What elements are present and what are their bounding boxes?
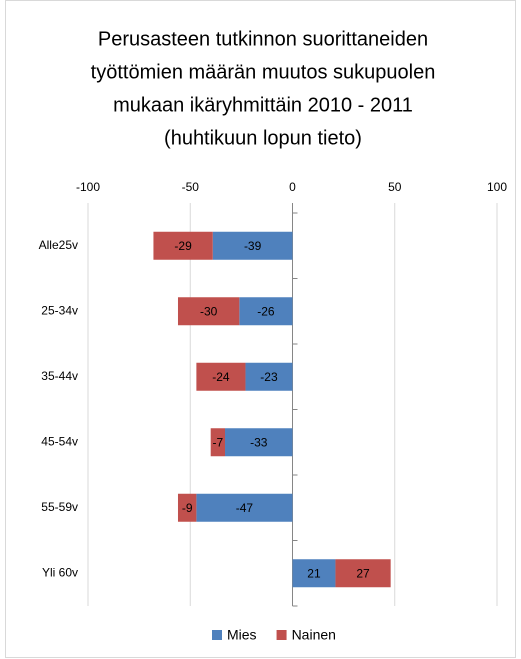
data-label: 21 xyxy=(307,566,321,580)
bar xyxy=(210,428,226,457)
chart-frame xyxy=(5,0,516,658)
legend-swatch xyxy=(276,630,287,640)
data-label: -29 xyxy=(174,239,192,253)
chart-title: Perusasteen tutkinnon suorittaneiden xyxy=(98,28,428,50)
bar xyxy=(292,559,336,588)
bar xyxy=(239,297,293,326)
x-tick-label: -50 xyxy=(182,180,200,194)
x-tick-label: 0 xyxy=(289,180,296,194)
data-label: -39 xyxy=(244,239,262,253)
bar xyxy=(335,559,391,588)
y-tick-label: Alle25v xyxy=(39,238,78,252)
legend-label: Nainen xyxy=(292,627,336,643)
data-label: -9 xyxy=(182,501,193,515)
x-tick-label: 50 xyxy=(388,180,402,194)
legend-label: Mies xyxy=(227,627,257,643)
chart-title: mukaan ikäryhmittäin 2010 - 2011 xyxy=(113,94,413,116)
data-label: -33 xyxy=(250,435,268,449)
bar xyxy=(196,362,246,391)
y-tick-label: 55-59v xyxy=(41,500,78,514)
y-tick-label: 45-54v xyxy=(41,434,78,448)
bar xyxy=(196,493,293,522)
data-label: -7 xyxy=(213,435,224,449)
bar xyxy=(153,231,213,260)
bar xyxy=(212,231,293,260)
data-label: 27 xyxy=(356,566,370,580)
data-label: -47 xyxy=(236,501,254,515)
x-tick-label: 100 xyxy=(487,180,507,194)
bar xyxy=(225,428,293,457)
legend-swatch xyxy=(212,630,222,640)
data-label: -26 xyxy=(257,304,275,318)
x-tick-label: -100 xyxy=(76,180,100,194)
bar xyxy=(177,297,240,326)
chart-title: työttömien määrän muutos sukupuolen xyxy=(91,61,436,83)
y-tick-label: 25-34v xyxy=(41,303,78,317)
bar xyxy=(245,362,293,391)
data-label: -23 xyxy=(260,370,278,384)
bar xyxy=(177,493,197,522)
y-tick-label: Yli 60v xyxy=(42,565,78,579)
chart-title: (huhtikuun lopun tieto) xyxy=(164,127,362,149)
y-tick-label: 35-44v xyxy=(41,369,78,383)
data-label: -30 xyxy=(200,304,218,318)
data-label: -24 xyxy=(212,370,230,384)
